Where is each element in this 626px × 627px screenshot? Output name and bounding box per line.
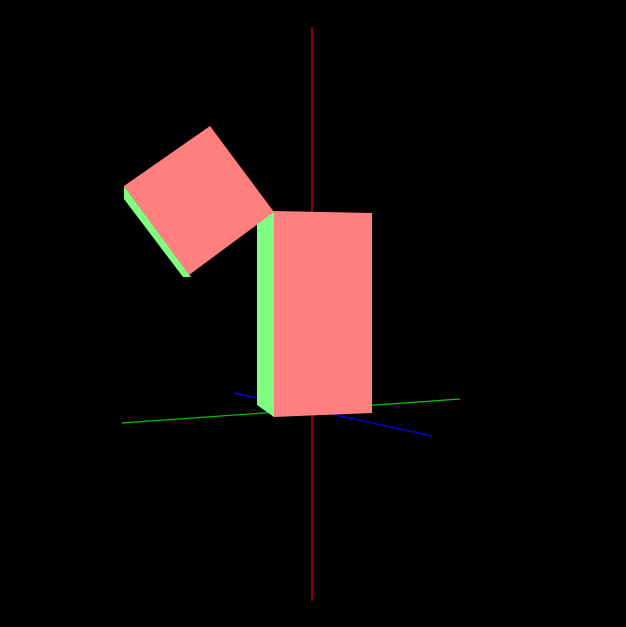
upright-box-side-face bbox=[257, 211, 274, 417]
tilted-box[interactable] bbox=[124, 126, 274, 277]
tilted-box-front-face bbox=[124, 126, 274, 275]
upright-box-front-face bbox=[274, 211, 372, 417]
upright-box[interactable] bbox=[257, 211, 372, 417]
